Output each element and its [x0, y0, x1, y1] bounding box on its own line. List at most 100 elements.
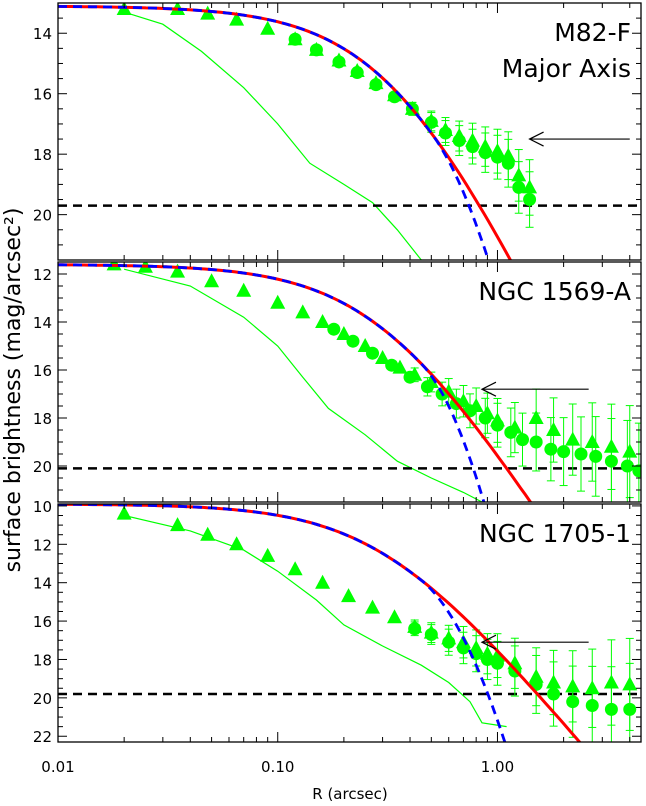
circle-point: [288, 32, 302, 46]
circle-point: [350, 66, 364, 80]
circle-point: [589, 449, 603, 463]
panel-frame: [57, 2, 642, 261]
y-tick-label: 12: [33, 536, 52, 554]
circle-point: [424, 628, 438, 642]
circle-point: [438, 126, 452, 140]
circle-point: [332, 55, 346, 69]
circle-point: [632, 464, 641, 478]
triangle-point: [116, 3, 132, 16]
triangle-point: [236, 282, 252, 297]
circle-point: [403, 370, 417, 384]
triangle-point: [584, 434, 600, 448]
circle-point: [466, 140, 480, 154]
circle-point: [501, 156, 515, 170]
triangle-point: [204, 273, 220, 288]
circle-point: [504, 425, 518, 439]
triangle-point: [315, 314, 331, 328]
triangle-point: [170, 517, 186, 532]
x-tick-label: 0.01: [41, 758, 74, 776]
psf-curve: [123, 11, 422, 260]
circle-point: [490, 418, 504, 432]
circle-point: [424, 115, 438, 129]
triangle-point: [116, 505, 132, 520]
circle-point: [490, 150, 504, 164]
x-tick-label: 1.00: [481, 758, 514, 776]
circle-point: [369, 78, 383, 92]
triangle-point: [260, 20, 276, 35]
y-tick-label: 18: [33, 146, 52, 164]
triangle-point: [106, 262, 122, 271]
triangle-point: [622, 443, 638, 458]
panels: 14 16 18 20 M82-F Major Axis 12 14 16 18 20 NGC 156…: [33, 2, 642, 776]
triangle-point: [365, 599, 381, 614]
circle-point: [346, 334, 360, 348]
triangle-point: [341, 588, 357, 603]
triangle-point: [392, 359, 408, 374]
circle-point: [478, 146, 492, 160]
circle-point: [490, 656, 504, 670]
circle-point: [623, 702, 637, 716]
circle-point: [456, 641, 470, 655]
circle-point: [480, 652, 494, 666]
panel-1: 14 16 18 20 M82-F Major Axis: [33, 2, 642, 261]
circle-point: [604, 702, 618, 716]
triangle-point: [315, 574, 331, 589]
panel-frame: [57, 261, 642, 503]
y-tick-label: 12: [33, 266, 52, 284]
model-fit-line: [58, 504, 582, 742]
circle-point: [452, 134, 466, 148]
y-tick-label: 22: [33, 728, 52, 746]
triangle-point: [375, 350, 391, 364]
triangle-point: [295, 304, 311, 319]
arrow-icon: [480, 634, 497, 650]
circle-point: [523, 193, 537, 207]
circle-point: [388, 90, 402, 104]
triangle-point: [565, 431, 581, 446]
triangle-point: [170, 263, 186, 278]
y-tick-label: 16: [33, 362, 52, 380]
circle-point: [366, 346, 380, 360]
triangle-point: [287, 561, 303, 576]
triangle-point: [229, 11, 245, 26]
circle-point: [309, 43, 323, 57]
triangle-point: [270, 294, 286, 309]
y-axis-label: surface brightness (mag/arcsec²): [1, 208, 26, 573]
y-tick-label: 20: [33, 690, 52, 708]
circle-point: [478, 411, 492, 425]
x-axis-label: R (arcsec): [312, 785, 387, 803]
panel-label: NGC 1705-1: [479, 519, 631, 548]
panel-label: NGC 1569-A: [478, 277, 631, 306]
model-fit-line: [58, 4, 513, 260]
panel-label: M82-F: [554, 18, 631, 47]
circle-point: [557, 445, 571, 459]
circle-point: [442, 635, 456, 649]
circle-point: [516, 433, 530, 447]
circle-point: [574, 447, 588, 461]
triangle-point: [260, 547, 276, 562]
circle-point: [408, 622, 422, 636]
panel-frame: [57, 503, 642, 743]
circle-point: [529, 435, 543, 449]
arrow-icon: [528, 131, 544, 147]
dashed-model-line: [58, 504, 507, 742]
circle-point: [585, 699, 599, 713]
plot-area: [58, 504, 641, 742]
plot-area: [58, 262, 641, 502]
y-tick-label: 10: [33, 498, 52, 516]
circle-point: [385, 358, 399, 372]
circle-point: [547, 687, 561, 701]
plot-area: [58, 3, 641, 260]
circle-point: [420, 380, 434, 394]
circle-point: [604, 454, 618, 468]
y-tick-label: 20: [33, 207, 52, 225]
y-tick-label: 16: [33, 86, 52, 104]
y-tick-label: 20: [33, 458, 52, 476]
y-tick-label: 18: [33, 651, 52, 669]
circle-point: [544, 442, 558, 456]
psf-curve: [123, 268, 483, 502]
y-tick-label: 16: [33, 613, 52, 631]
circle-point: [566, 695, 580, 709]
y-tick-label: 18: [33, 410, 52, 428]
dashed-model-line: [58, 263, 486, 502]
